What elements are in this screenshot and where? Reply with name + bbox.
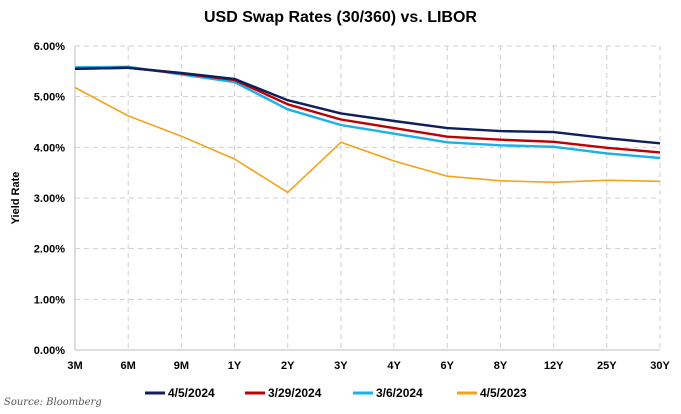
x-tick-label: 3Y (334, 360, 348, 372)
source-note: Source: Bloomberg (4, 397, 102, 408)
x-tick-label: 8Y (494, 360, 508, 372)
legend-label: 3/29/2024 (268, 386, 322, 400)
x-tick-label: 6Y (441, 360, 455, 372)
x-tick-label: 4Y (387, 360, 401, 372)
legend-label: 4/5/2023 (480, 386, 527, 400)
series-line-3-29-2024 (74, 66, 661, 154)
y-tick-label: 3.00% (34, 193, 65, 205)
y-tick-label: 0.00% (34, 345, 65, 357)
chart-title: USD Swap Rates (30/360) vs. LIBOR (204, 9, 477, 26)
y-tick-label: 2.00% (34, 244, 65, 256)
y-tick-label: 1.00% (34, 294, 65, 306)
y-tick-label: 6.00% (34, 41, 65, 53)
series-layer (74, 65, 661, 194)
x-tick-label: 30Y (650, 360, 670, 372)
x-tick-label: 9M (174, 360, 189, 372)
legend-label: 3/6/2024 (376, 386, 423, 400)
x-tick-label: 1Y (228, 360, 242, 372)
x-tick-label: 6M (121, 360, 136, 372)
x-tick-label: 3M (67, 360, 82, 372)
grid-layer (75, 45, 661, 350)
y-axis-label: Yield Rate (10, 172, 22, 225)
legend: 4/5/2024 3/29/2024 3/6/2024 4/5/2023 (145, 386, 527, 400)
axis-layer: 0.00% 1.00% 2.00% 3.00% 4.00% 5.00% 6.00% 3M 6M 9… (34, 41, 671, 372)
y-tick-label: 4.00% (34, 142, 65, 154)
series-line-4-5-2023 (74, 86, 661, 194)
y-tick-label: 5.00% (34, 92, 65, 104)
series-line-4-5-2024 (74, 66, 661, 145)
x-tick-label: 2Y (281, 360, 295, 372)
x-tick-label: 12Y (544, 360, 564, 372)
x-tick-label: 25Y (597, 360, 617, 372)
legend-label: 4/5/2024 (168, 386, 215, 400)
